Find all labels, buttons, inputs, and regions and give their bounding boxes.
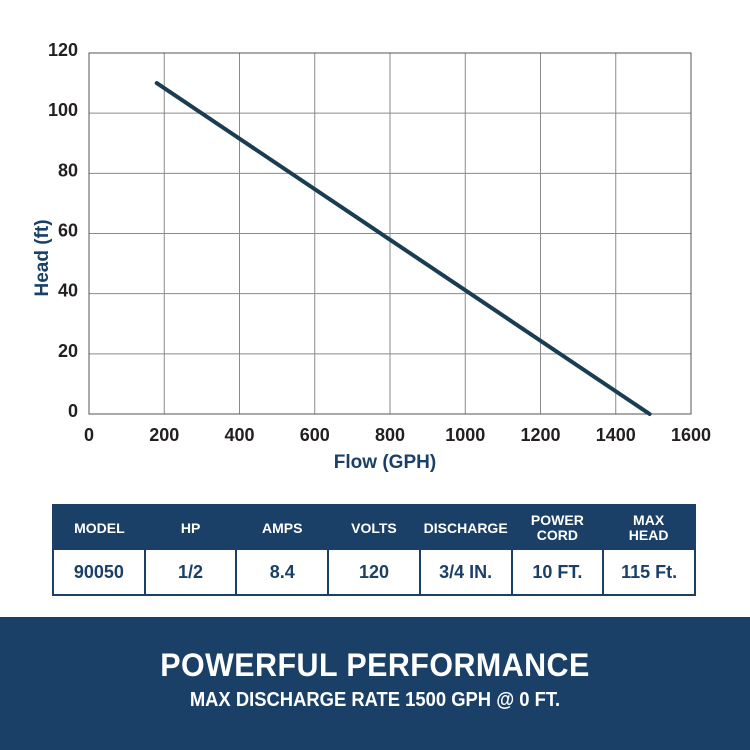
y-tick-label: 80 (58, 160, 78, 180)
spec-value-max-head: 115 Ft. (602, 550, 695, 595)
spec-value-volts: 120 (327, 550, 420, 595)
x-axis-label: Flow (GPH) (334, 452, 436, 473)
spec-value-model: 90050 (73, 561, 124, 582)
spec-value-amps: 8.4 (235, 550, 329, 595)
x-tick-label: 800 (375, 425, 405, 445)
y-tick-label: 0 (68, 401, 78, 421)
x-tick-label: 400 (224, 425, 254, 445)
x-tick-label: 1000 (445, 425, 485, 445)
banner-title: POWERFUL PERFORMANCE (160, 647, 590, 683)
spec-header-amps: AMPS (236, 505, 329, 550)
y-axis-ticks: 120 100 80 60 40 20 0 (48, 40, 78, 421)
y-tick-label: 120 (48, 40, 78, 60)
x-tick-label: 1200 (520, 425, 560, 445)
spec-value-discharge: 3/4 IN. (418, 550, 512, 595)
series-layer (154, 81, 652, 416)
spec-header-power-cord: POWER CORD (511, 505, 604, 550)
performance-chart: 0 200 400 600 800 1000 1200 1400 1600 1201008060… (32, 40, 711, 473)
x-axis-ticks: 0 200 400 600 800 1000 1200 1400 1600 (84, 425, 711, 445)
y-axis-label: Head (ft) (32, 219, 53, 296)
y-tick-label: 20 (58, 341, 78, 361)
banner-subtitle: MAX DISCHARGE RATE 1500 GPH @ 0 FT. (189, 689, 561, 711)
series-line-head-vs-flow (154, 81, 652, 416)
spec-table: MODEL HP AMPS VOLTS DISCHARGE POWER CORD… (52, 504, 696, 596)
spec-header-volts: VOLTS (328, 505, 420, 550)
performance-banner: POWERFUL PERFORMANCE MAX DISCHARGE RATE … (0, 617, 750, 750)
y-tick-label: 60 (58, 221, 78, 241)
x-tick-label: 1600 (671, 425, 711, 445)
x-tick-label: 200 (149, 425, 179, 445)
spec-value-power-cord: 10 FT. (510, 550, 604, 595)
y-tick-label: 100 (48, 100, 78, 120)
x-tick-label: 1400 (596, 425, 636, 445)
spec-header-model: MODEL (53, 505, 145, 550)
plot-area (88, 52, 692, 415)
spec-header-hp: HP (144, 505, 237, 550)
x-tick-label: 600 (300, 425, 330, 445)
x-tick-label: 0 (84, 425, 94, 445)
chart-grid (88, 52, 692, 415)
spec-header-row: MODEL HP AMPS VOLTS DISCHARGE POWER CORD… (53, 505, 695, 550)
spec-value-hp: 1/2 (143, 550, 237, 595)
spec-header-max-head: MAX HEAD (603, 505, 695, 550)
spec-value-row: 90050 1/2 8.4 120 3/4 IN. 10 FT. 115 Ft. (53, 550, 695, 595)
y-tick-label: 40 (58, 281, 78, 301)
spec-header-discharge: DISCHARGE (419, 505, 512, 550)
